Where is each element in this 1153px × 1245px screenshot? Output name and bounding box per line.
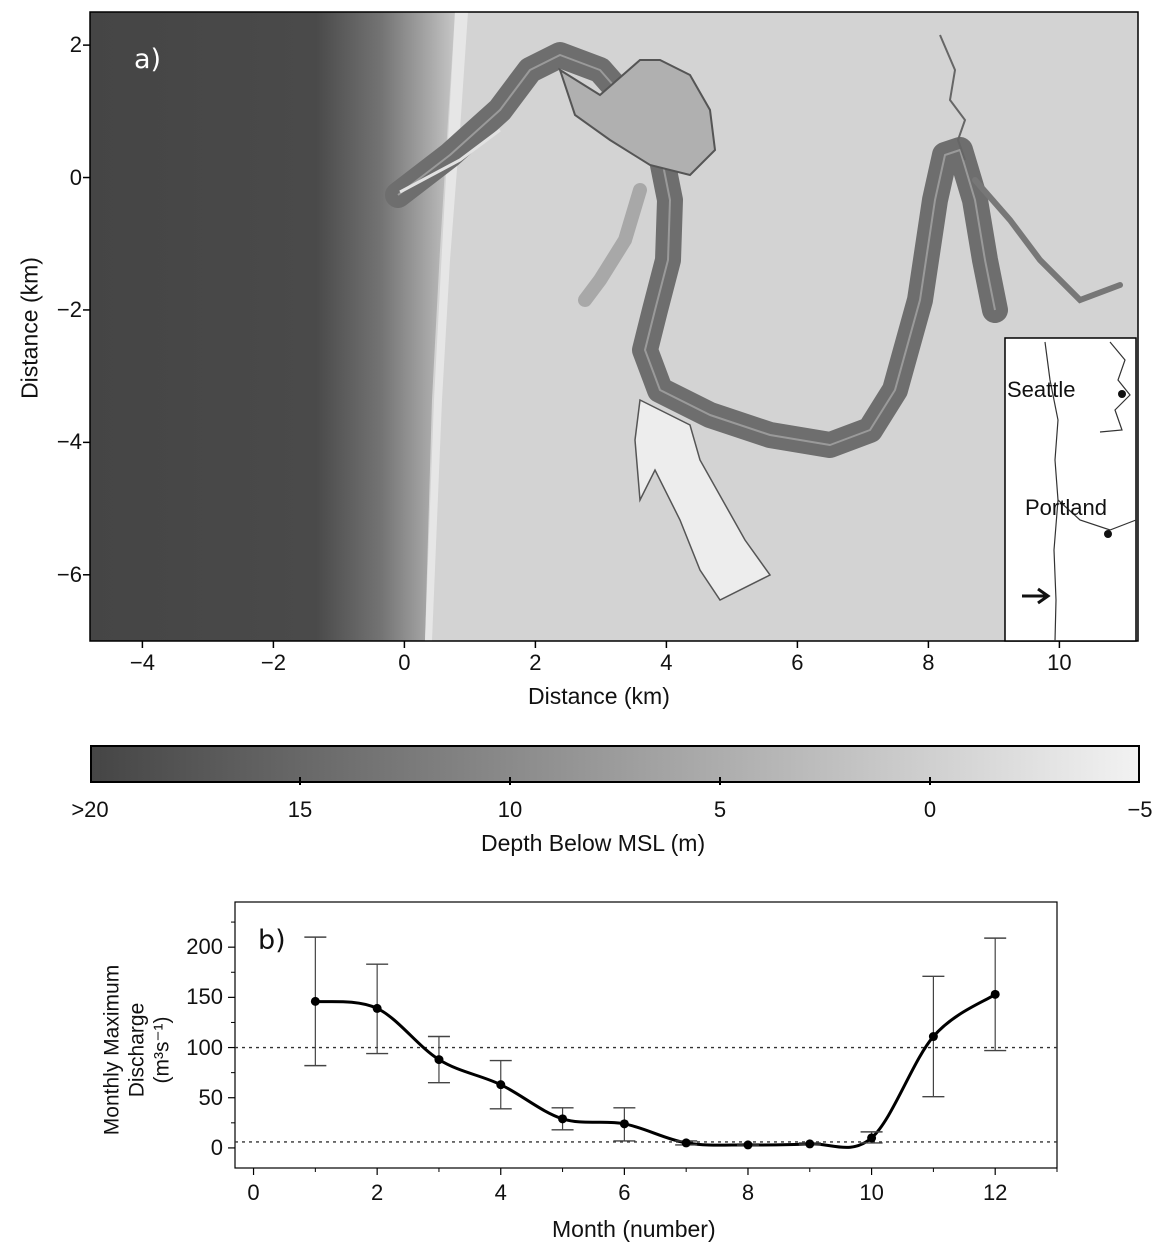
discharge-y-tick-label: 200 <box>186 934 223 960</box>
y-title-line-1: Monthly Maximum <box>100 964 124 1136</box>
colorbar-tick-label: 0 <box>923 797 937 822</box>
discharge-series-line <box>315 993 997 1149</box>
map-x-tick-label: 2 <box>529 650 542 675</box>
beach-strip <box>425 12 468 641</box>
map-y-axis-title: Distance (km) <box>16 257 43 399</box>
map-y-tick-label: −6 <box>56 561 82 587</box>
colorbar-tick <box>719 777 721 785</box>
data-point <box>619 1119 629 1129</box>
north-bay <box>558 59 717 177</box>
map-y-tick-label: 2 <box>69 32 82 58</box>
data-point <box>372 1003 382 1013</box>
inset-puget-sound <box>1099 341 1131 433</box>
discharge-x-tick-label: 0 <box>247 1180 260 1205</box>
bathymetry-map <box>89 11 1139 642</box>
inset-label-seattle: Seattle <box>1007 377 1076 402</box>
seattle-dot <box>1118 390 1126 398</box>
map-x-tick-label: −4 <box>129 650 155 675</box>
inset-coastline <box>1044 341 1059 642</box>
data-point <box>681 1138 691 1148</box>
discharge-plot-frame <box>234 901 1058 1169</box>
discharge-y-tick-label: 0 <box>210 1134 223 1160</box>
inset-map <box>1004 337 1137 642</box>
map-x-tick-label: −2 <box>260 650 286 675</box>
data-point <box>743 1140 753 1150</box>
discharge-chart <box>228 901 1058 1175</box>
map-x-tick-label: 6 <box>791 650 804 675</box>
colorbar-tick-label: 10 <box>497 797 523 822</box>
discharge-x-tick-label: 6 <box>618 1180 631 1205</box>
discharge-y-tick-label: 50 <box>198 1084 223 1110</box>
discharge-y-tick-label: 100 <box>186 1034 223 1060</box>
discharge-x-tick-label: 10 <box>859 1180 884 1205</box>
map-x-tick-label: 0 <box>398 650 411 675</box>
colorbar-title: Depth Below MSL (m) <box>481 830 706 856</box>
map-frame <box>89 11 1139 642</box>
map-x-tick-label: 4 <box>660 650 673 675</box>
colorbar-gradient <box>90 745 1140 783</box>
data-point <box>496 1080 506 1090</box>
discharge-y-axis-title: Monthly Maximum Discharge (m³s⁻¹) <box>100 965 175 1135</box>
data-point <box>434 1055 444 1065</box>
ne-tributary <box>939 34 967 161</box>
map-y-tick-label: −4 <box>56 429 82 455</box>
data-point <box>928 1032 938 1042</box>
data-point <box>990 989 1000 999</box>
discharge-x-tick-label: 8 <box>741 1180 755 1205</box>
colorbar-tick-label: 5 <box>713 797 727 822</box>
discharge-x-tick-label: 4 <box>494 1180 507 1205</box>
side-channel <box>578 183 647 307</box>
south-tidal-flats <box>634 398 772 601</box>
map-x-tick-label: 10 <box>1047 650 1072 675</box>
map-y-tick-label: 0 <box>69 164 82 190</box>
data-point <box>558 1114 568 1124</box>
inset-river <box>1057 499 1137 531</box>
y-title-line-3: (m³s⁻¹) <box>150 1016 174 1084</box>
river-channel-edge <box>397 54 996 446</box>
discharge-x-tick-label: 12 <box>982 1180 1008 1205</box>
map-x-tick-label: 8 <box>922 650 935 675</box>
colorbar-tick <box>929 777 931 785</box>
map-axes <box>83 44 1061 648</box>
map-x-axis-title: Distance (km) <box>528 683 670 709</box>
data-point <box>867 1133 877 1143</box>
colorbar-tick-label: 15 <box>287 797 313 822</box>
inset-label-portland: Portland <box>1025 495 1107 520</box>
discharge-x-axis-title: Month (number) <box>552 1216 716 1242</box>
colorbar-tick <box>299 777 301 785</box>
map-ocean-area <box>90 12 455 641</box>
data-point <box>310 996 320 1006</box>
location-arrow-icon <box>1022 587 1051 605</box>
portland-dot <box>1104 530 1112 538</box>
jetty <box>399 128 501 194</box>
colorbar-tick <box>509 777 511 785</box>
panel-b-label: b) <box>258 925 286 956</box>
discharge-x-tick-label: 2 <box>371 1180 384 1205</box>
y-title-line-2: Discharge <box>125 1002 149 1098</box>
panel-a-label: a) <box>134 44 162 75</box>
discharge-y-tick-label: 150 <box>186 984 223 1010</box>
east-tributary <box>972 177 1123 304</box>
map-y-tick-label: −2 <box>56 296 82 322</box>
colorbar-tick-label: >20 <box>71 797 109 822</box>
colorbar-tick-label: −5 <box>1127 797 1153 822</box>
data-point <box>805 1139 815 1149</box>
